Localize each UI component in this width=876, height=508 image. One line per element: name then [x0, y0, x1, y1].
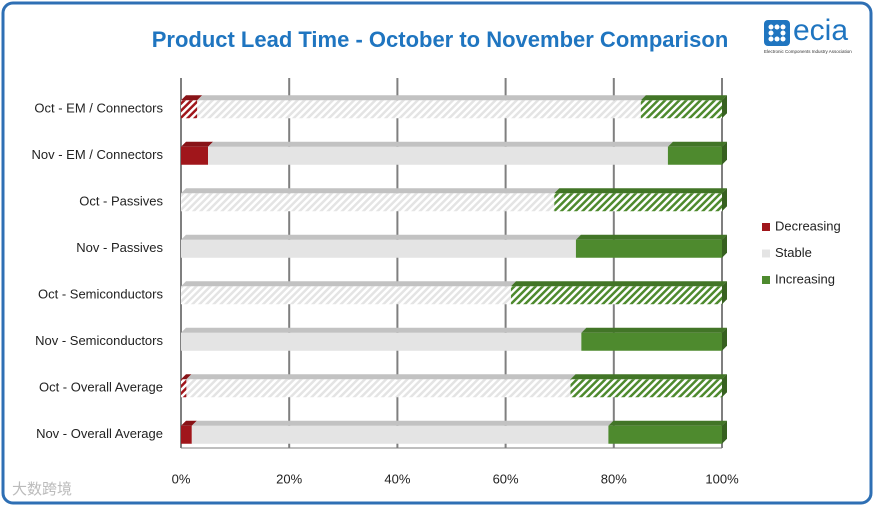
bar-segment — [181, 420, 197, 444]
legend-label: Stable — [775, 245, 812, 260]
bar-segment — [181, 374, 192, 398]
legend-swatch — [762, 223, 770, 231]
bar-top — [181, 420, 197, 426]
bar-side — [722, 188, 727, 212]
bar-segment — [511, 281, 727, 305]
bar-face — [181, 146, 209, 165]
bar-face — [608, 425, 722, 444]
bar-top — [181, 374, 192, 380]
bar-face — [554, 193, 722, 212]
bar-top — [181, 281, 517, 287]
bar-top — [511, 281, 727, 287]
bar-top — [181, 95, 203, 101]
bar-side — [722, 95, 727, 119]
x-tick-label: 0% — [172, 471, 191, 486]
bar-top — [667, 141, 727, 147]
bar-face — [575, 239, 722, 258]
x-tick-label: 20% — [276, 471, 302, 486]
bar-segment — [667, 141, 727, 165]
bar-face — [208, 146, 668, 165]
bar-segment — [575, 234, 727, 258]
bar-segment — [554, 188, 727, 212]
bar-side — [722, 420, 727, 444]
bar-segment — [181, 234, 581, 258]
bar-segment — [181, 281, 517, 305]
bar-segment — [570, 374, 727, 398]
bar-side — [722, 141, 727, 165]
bar-top — [186, 374, 576, 380]
x-tick-label: 40% — [384, 471, 410, 486]
bar-face — [181, 379, 187, 398]
bar-top — [181, 327, 587, 333]
category-label: Oct - Overall Average — [39, 380, 163, 395]
chart-title: Product Lead Time - October to November … — [152, 27, 729, 52]
bar-segment — [181, 141, 214, 165]
bar-top — [554, 188, 727, 194]
bar-segment — [197, 95, 646, 119]
bar-top — [197, 95, 646, 101]
bar-top — [191, 420, 614, 426]
bar-top — [181, 141, 214, 147]
bar-face — [186, 379, 571, 398]
bar-segment — [191, 420, 614, 444]
category-label: Oct - Semiconductors — [38, 287, 163, 302]
legend-label: Decreasing — [775, 218, 841, 233]
category-label: Oct - EM / Connectors — [34, 101, 163, 116]
bar-side — [722, 281, 727, 305]
bar-face — [181, 239, 576, 258]
bar-segment — [181, 188, 560, 212]
bar-segment — [181, 327, 587, 351]
bar-side — [722, 374, 727, 398]
bar-top — [581, 327, 727, 333]
bar-side — [722, 234, 727, 258]
bar-top — [208, 141, 673, 147]
legend-swatch — [762, 276, 770, 284]
bar-face — [581, 332, 722, 351]
logo-name: ecia — [793, 14, 848, 47]
legend-label: Increasing — [775, 271, 835, 286]
x-tick-label: 60% — [493, 471, 519, 486]
bar-face — [181, 193, 555, 212]
category-label: Nov - EM / Connectors — [32, 147, 164, 162]
legend-swatch — [762, 249, 770, 258]
bar-face — [667, 146, 722, 165]
watermark: 大数跨境 — [12, 480, 72, 498]
x-tick-label: 100% — [705, 471, 739, 486]
bar-segment — [208, 141, 673, 165]
bar-top — [575, 234, 727, 240]
bar-segment — [608, 420, 727, 444]
bar-segment — [186, 374, 576, 398]
bar-face — [197, 100, 641, 119]
category-label: Nov - Passives — [76, 240, 163, 255]
bar-top — [181, 234, 581, 240]
bar-face — [181, 286, 512, 305]
bar-top — [608, 420, 727, 426]
x-tick-label: 80% — [601, 471, 627, 486]
bar-top — [640, 95, 727, 101]
bar-face — [181, 100, 198, 119]
category-label: Nov - Semiconductors — [35, 333, 163, 348]
bar-segment — [181, 95, 203, 119]
bar-face — [640, 100, 722, 119]
bar-side — [722, 327, 727, 351]
bar-segment — [581, 327, 727, 351]
bar-top — [570, 374, 727, 380]
bar-face — [570, 379, 722, 398]
bar-face — [191, 425, 609, 444]
logo-subtitle: Electronic Components Industry Associati… — [764, 49, 852, 54]
bar-face — [181, 425, 192, 444]
bar-face — [511, 286, 722, 305]
bar-segment — [640, 95, 727, 119]
category-label: Nov - Overall Average — [36, 426, 163, 441]
logo-icon — [764, 20, 790, 46]
bar-top — [181, 188, 560, 194]
bar-face — [181, 332, 582, 351]
category-label: Oct - Passives — [79, 194, 163, 209]
